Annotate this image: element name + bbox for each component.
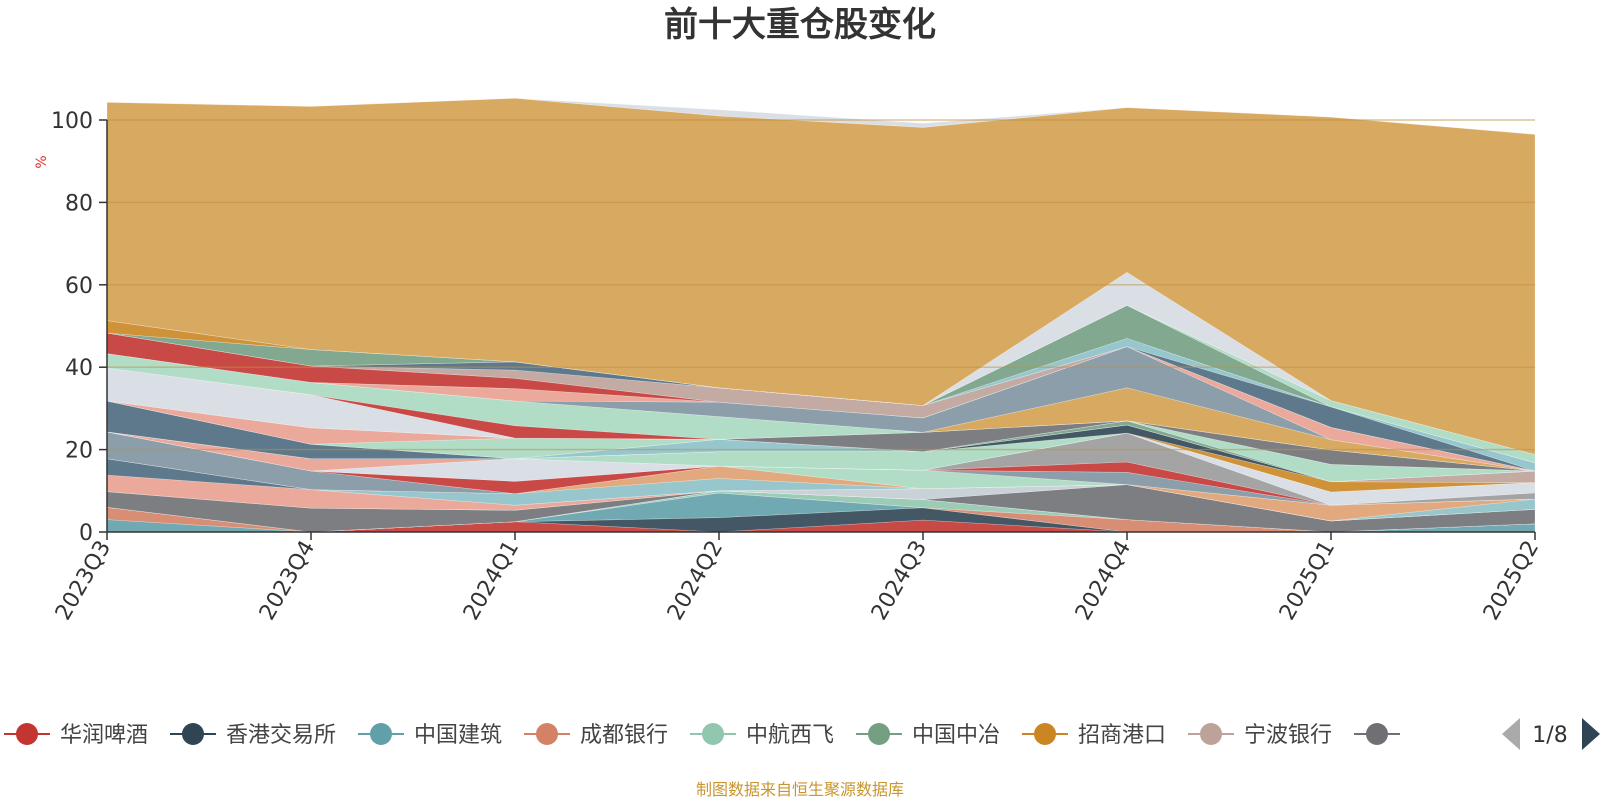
x-tick-label-2025Q1: 2025Q1 <box>1275 537 1340 625</box>
legend-item-5[interactable]: 中航西飞 <box>690 723 834 748</box>
legend-label: 中国建筑 <box>414 723 502 748</box>
legend-label: 华润啤酒 <box>60 723 148 748</box>
legend-swatch-dot <box>1200 723 1222 745</box>
series-area-19 <box>106 431 1536 506</box>
series-layer <box>106 97 1536 533</box>
x-tick-label-2024Q1: 2024Q1 <box>459 537 524 625</box>
legend-item-8[interactable]: 宁波银行 <box>1188 723 1332 748</box>
x-tick-label-2024Q3: 2024Q3 <box>867 537 932 625</box>
legend-item-4[interactable]: 成都银行 <box>524 723 668 748</box>
legend-next-page-icon[interactable] <box>1582 718 1600 750</box>
x-tick-label-2024Q4: 2024Q4 <box>1071 537 1136 625</box>
legend-swatch-dot <box>370 723 392 745</box>
y-tick-label-20: 20 <box>65 439 93 464</box>
chart-title: 前十大重仓股变化 <box>664 5 936 45</box>
y-axis-unit: % <box>34 155 50 168</box>
legend-item-7[interactable]: 招商港口 <box>1022 723 1166 748</box>
legend-pager: 1/8 <box>1502 718 1600 750</box>
x-tick-label-2025Q2: 2025Q2 <box>1479 537 1544 625</box>
x-tick-label-2023Q4: 2023Q4 <box>255 537 320 625</box>
legend-label: 中航西飞 <box>746 723 834 748</box>
y-tick-label-60: 60 <box>65 274 93 299</box>
legend-label: 招商港口 <box>1078 723 1166 748</box>
source-footnote: 制图数据来自恒生聚源数据库 <box>696 780 904 799</box>
x-tick-label-2024Q2: 2024Q2 <box>663 537 728 625</box>
legend-swatch-dot <box>16 723 38 745</box>
y-tick-label-0: 0 <box>79 521 93 546</box>
legend-page-indicator: 1/8 <box>1532 723 1567 748</box>
legend-item-3[interactable]: 中国建筑 <box>358 723 502 748</box>
legend-swatch-dot <box>1034 723 1056 745</box>
y-tick-label-40: 40 <box>65 356 93 381</box>
legend-label: 中国中冶 <box>912 723 1000 748</box>
legend-label: 香港交易所 <box>226 723 336 748</box>
legend-swatch-dot <box>702 723 724 745</box>
legend-prev-page-icon[interactable] <box>1502 718 1520 750</box>
grid-layer <box>107 119 1535 451</box>
legend-item-2[interactable]: 香港交易所 <box>170 723 336 748</box>
legend-swatch-dot <box>536 723 558 745</box>
legend-swatch-dot <box>868 723 890 745</box>
y-tick-label-80: 80 <box>65 191 93 216</box>
legend-label: 宁波银行 <box>1244 723 1332 748</box>
x-tick-label-2023Q3: 2023Q3 <box>51 537 116 625</box>
y-tick-label-100: 100 <box>51 109 93 134</box>
legend: 华润啤酒 香港交易所 中国建筑 成都银行 中航西飞 中国中冶 招商港口 宁波银行 <box>4 723 1400 748</box>
series-area-47 <box>106 97 1536 135</box>
legend-swatch-dot <box>182 723 204 745</box>
legend-item-9[interactable] <box>1354 723 1400 745</box>
legend-label: 成都银行 <box>580 723 668 748</box>
legend-item-6[interactable]: 中国中冶 <box>856 723 1000 748</box>
legend-item-1[interactable]: 华润啤酒 <box>4 723 148 748</box>
legend-swatch-dot <box>1366 723 1388 745</box>
